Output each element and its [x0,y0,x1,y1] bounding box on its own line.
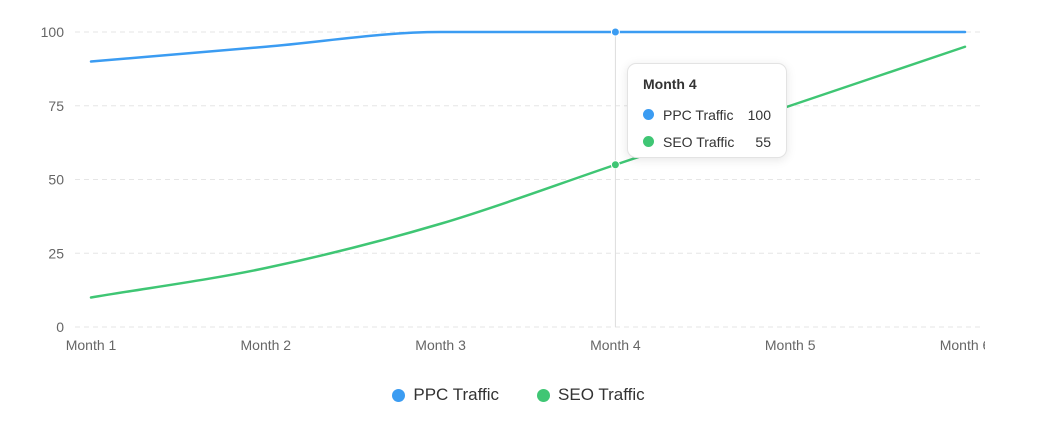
tooltip: Month 4 PPC Traffic 100 SEO Traffic 55 [627,63,787,158]
tooltip-ppc-name: PPC Traffic [663,106,734,123]
legend-seo-dot-icon [537,388,551,402]
tooltip-seo-dot-icon [643,136,654,147]
legend-item-ppc[interactable]: PPC Traffic [392,385,499,405]
x-tick-label-4: Month 4 [590,337,641,353]
data-point-seo-traffic-4 [610,160,620,170]
data-point-ppc-traffic-4 [610,27,620,37]
y-tick-label-100: 100 [41,24,65,40]
legend: PPC Traffic SEO Traffic [0,385,1037,405]
series-line-seo-traffic [89,45,967,299]
legend-seo-label: SEO Traffic [558,385,645,404]
tooltip-seo-value: 55 [755,133,771,150]
tooltip-ppc-dot-icon [643,109,654,120]
tooltip-row-seo: SEO Traffic 55 [643,128,771,155]
y-tick-label-0: 0 [56,319,64,335]
tooltip-seo-name: SEO Traffic [663,133,735,150]
y-tick-label-50: 50 [48,172,64,188]
tooltip-title: Month 4 [643,76,697,92]
legend-ppc-label: PPC Traffic [413,385,500,404]
tooltip-row-ppc: PPC Traffic 100 [643,101,771,128]
x-tick-label-2: Month 2 [241,337,292,353]
y-tick-label-75: 75 [48,98,64,114]
tooltip-ppc-value: 100 [747,106,771,123]
legend-ppc-dot-icon [392,388,406,402]
x-tick-label-6: Month 6 [940,337,991,353]
series-line-ppc-traffic [89,30,967,63]
x-tick-label-5: Month 5 [765,337,816,353]
x-tick-label-3: Month 3 [415,337,466,353]
y-tick-label-25: 25 [48,245,64,261]
legend-item-seo[interactable]: SEO Traffic [537,385,645,405]
x-tick-label-1: Month 1 [66,337,117,353]
